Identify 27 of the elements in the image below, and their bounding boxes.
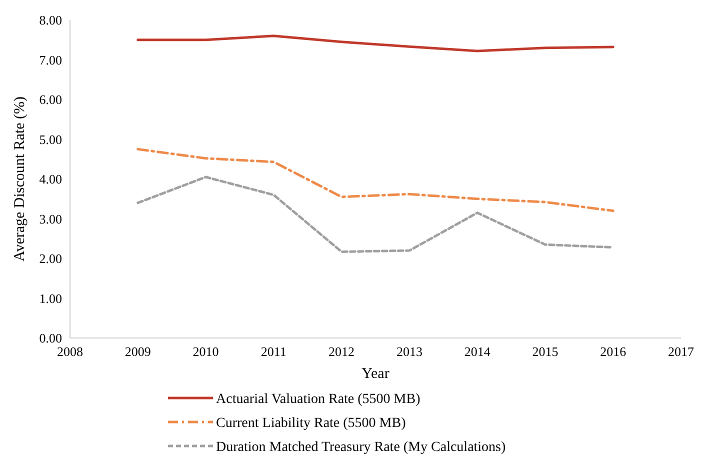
y-tick-label: 0.00: [39, 330, 62, 346]
x-axis-title: Year: [362, 366, 390, 382]
y-tick-label: 5.00: [39, 132, 62, 147]
x-tick-label: 2008: [57, 344, 83, 359]
line-series: [136, 176, 614, 253]
legend-label: Duration Matched Treasury Rate (My Calculations): [216, 440, 506, 455]
y-tick-label: 1.00: [39, 290, 62, 306]
x-tick-label: 2009: [124, 344, 151, 359]
y-tick-label: 7.00: [39, 52, 62, 68]
x-tick-label: 2016: [600, 344, 627, 359]
x-tick-label: 2011: [260, 344, 286, 359]
x-tick-label: 2012: [328, 344, 355, 359]
y-tick-label: 6.00: [39, 92, 62, 108]
line-series: [136, 148, 614, 212]
x-tick-label: 2015: [532, 344, 558, 359]
y-tick-label: 3.00: [39, 211, 62, 226]
x-tick-label: 2010: [192, 344, 219, 359]
line-series: [136, 34, 614, 52]
legend-label: Actuarial Valuation Rate (5500 MB): [216, 392, 421, 407]
y-tick-label: 4.00: [39, 172, 62, 187]
x-tick-label: 2014: [464, 344, 491, 359]
x-tick-label: 2017: [668, 344, 694, 359]
x-tick-label: 2013: [396, 344, 422, 359]
y-tick-label: 8.00: [39, 12, 62, 28]
y-tick-label: 2.00: [39, 251, 62, 266]
legend-label: Current Liability Rate (5500 MB): [216, 416, 406, 431]
y-axis-title: Average Discount Rate (%): [12, 96, 28, 262]
